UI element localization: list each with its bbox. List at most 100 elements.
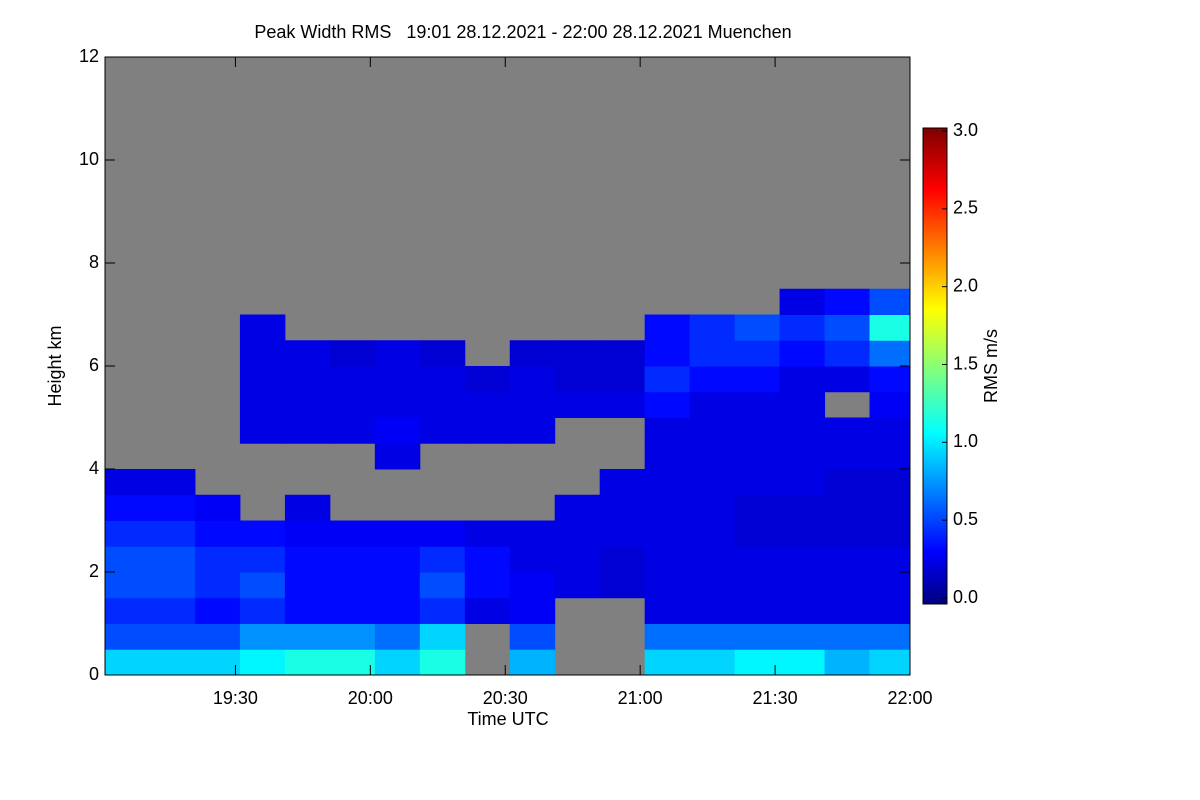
heat-cell: [239, 649, 286, 675]
heat-cell: [824, 340, 871, 367]
colorbar-tick-label: 3.0: [953, 120, 978, 140]
heat-cell: [689, 443, 736, 470]
heat-cell: [284, 391, 331, 418]
heat-cell: [284, 520, 331, 547]
heat-cell: [734, 623, 781, 650]
heat-cell: [824, 546, 871, 573]
heat-cell: [734, 520, 781, 547]
heat-cell: [689, 572, 736, 599]
x-tick-label: 20:30: [483, 688, 528, 708]
heat-cell: [329, 391, 376, 418]
heat-cell: [824, 649, 871, 675]
heat-cell: [284, 494, 331, 521]
heat-cell: [194, 520, 241, 547]
heat-cell: [464, 572, 511, 599]
heat-cell: [329, 597, 376, 624]
heat-cell: [779, 469, 826, 496]
heat-cell: [554, 520, 601, 547]
heat-cell: [644, 623, 691, 650]
y-tick-label: 8: [89, 252, 99, 272]
y-tick-label: 10: [79, 149, 99, 169]
heat-cell: [869, 288, 910, 315]
heat-cell: [869, 469, 910, 496]
heat-cell: [419, 340, 466, 367]
heat-cell: [599, 391, 646, 418]
heat-cell: [599, 469, 646, 496]
heat-cell: [374, 391, 421, 418]
heat-cell: [644, 546, 691, 573]
heat-cell: [644, 417, 691, 444]
heat-cell: [374, 546, 421, 573]
x-axis-label: Time UTC: [467, 709, 548, 729]
heat-cell: [734, 597, 781, 624]
heat-cell: [105, 623, 151, 650]
heat-cell: [779, 520, 826, 547]
heat-cell: [419, 546, 466, 573]
heat-cell: [824, 623, 871, 650]
heat-cell: [105, 597, 151, 624]
heat-cell: [779, 623, 826, 650]
heat-cell: [689, 366, 736, 393]
heat-cell: [374, 520, 421, 547]
heat-cell: [509, 340, 556, 367]
heat-cell: [689, 546, 736, 573]
colorbar-tick-label: 1.5: [953, 353, 978, 373]
heat-cell: [105, 649, 151, 675]
heat-cell: [599, 546, 646, 573]
heat-cell: [509, 520, 556, 547]
heat-cell: [374, 366, 421, 393]
heat-cell: [554, 366, 601, 393]
heat-cell: [194, 494, 241, 521]
heat-cell: [644, 597, 691, 624]
heat-cell: [149, 546, 196, 573]
colorbar: [922, 127, 948, 605]
heat-cell: [869, 391, 910, 418]
heat-cell: [599, 494, 646, 521]
heat-cell: [644, 469, 691, 496]
heat-cell: [464, 391, 511, 418]
heat-cell: [644, 649, 691, 675]
heat-cell: [779, 340, 826, 367]
heat-cell: [284, 597, 331, 624]
heat-cell: [239, 391, 286, 418]
y-tick-label: 0: [89, 664, 99, 684]
heat-cell: [105, 520, 151, 547]
y-tick-label: 12: [79, 46, 99, 66]
heat-cell: [554, 572, 601, 599]
heat-cell: [644, 314, 691, 341]
heat-cell: [374, 623, 421, 650]
heat-cell: [734, 469, 781, 496]
plot-area: [105, 57, 910, 675]
heat-cell: [824, 443, 871, 470]
heat-cell: [779, 391, 826, 418]
heat-cell: [869, 597, 910, 624]
heat-cell: [194, 572, 241, 599]
heat-cell: [644, 391, 691, 418]
heat-cell: [194, 649, 241, 675]
heat-cell: [644, 340, 691, 367]
heat-cell: [419, 649, 466, 675]
heat-cell: [509, 366, 556, 393]
heat-cell: [824, 288, 871, 315]
heat-cell: [599, 572, 646, 599]
heat-cell: [509, 597, 556, 624]
x-tick-label: 20:00: [348, 688, 393, 708]
heat-cell: [554, 391, 601, 418]
x-tick-label: 19:30: [213, 688, 258, 708]
colorbar-tick-label: 1.0: [953, 431, 978, 451]
heat-cell: [194, 623, 241, 650]
heat-cell: [554, 546, 601, 573]
heat-cell: [689, 340, 736, 367]
heat-cell: [779, 494, 826, 521]
heat-cell: [599, 366, 646, 393]
heat-cell: [869, 443, 910, 470]
heat-cell: [779, 572, 826, 599]
heat-cell: [824, 469, 871, 496]
heat-cell: [329, 340, 376, 367]
heat-cell: [824, 572, 871, 599]
heat-cell: [284, 340, 331, 367]
heat-cell: [239, 417, 286, 444]
heat-cell: [824, 417, 871, 444]
y-tick-label: 4: [89, 458, 99, 478]
heat-cell: [464, 417, 511, 444]
